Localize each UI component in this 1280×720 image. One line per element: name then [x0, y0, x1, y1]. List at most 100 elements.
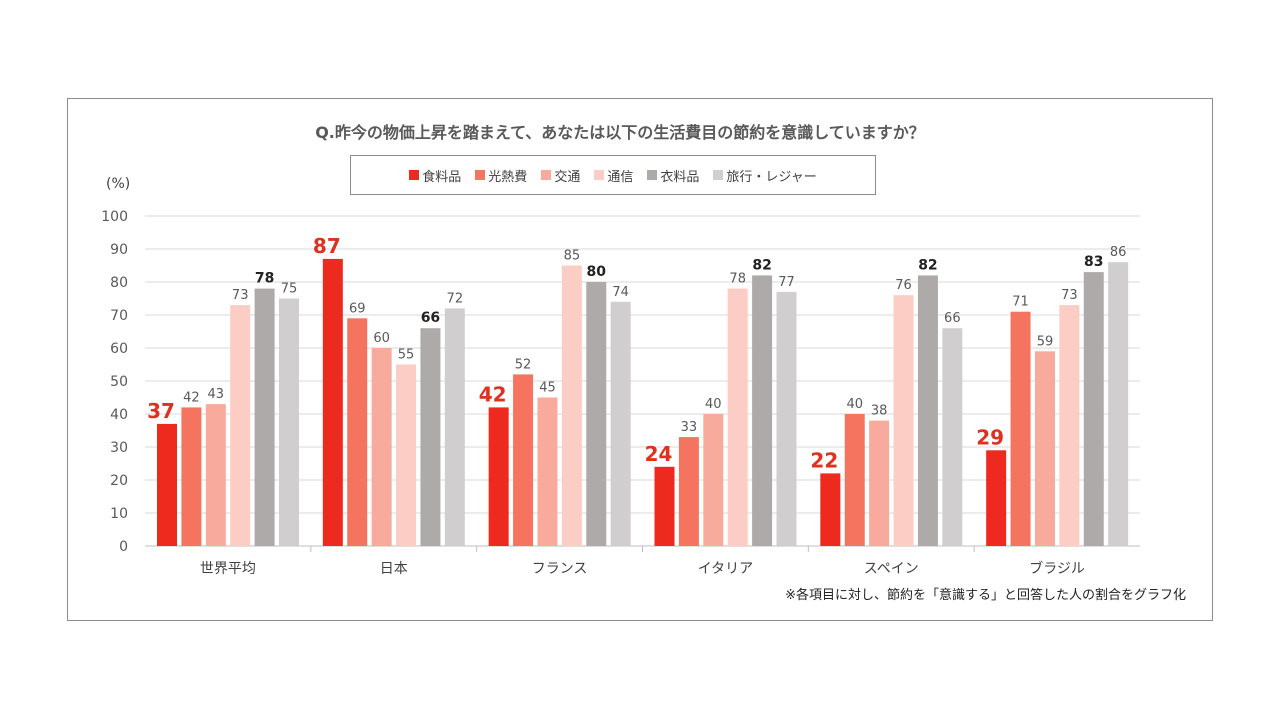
data-label: 24 — [645, 442, 673, 466]
legend-swatch — [713, 170, 724, 180]
bar — [1108, 262, 1129, 546]
bar — [420, 328, 441, 546]
legend-item: 交通 — [541, 166, 580, 185]
bar — [610, 301, 631, 546]
bar — [322, 258, 343, 546]
y-tick-label: 40 — [110, 407, 128, 423]
legend: 食料品 光熱費 交通 通信 衣料品 旅行・レジャー — [350, 155, 876, 195]
legend-swatch — [594, 170, 605, 180]
bar — [537, 397, 558, 546]
data-label: 82 — [918, 257, 937, 273]
y-tick-label: 0 — [119, 539, 128, 555]
data-label: 43 — [208, 387, 225, 402]
y-tick-label: 70 — [110, 308, 128, 324]
y-axis-unit: (%) — [106, 176, 131, 192]
data-label: 78 — [729, 272, 746, 287]
data-label: 45 — [539, 381, 556, 396]
bar — [157, 423, 177, 546]
legend-label: 旅行・レジャー — [726, 169, 817, 185]
x-tick-label: フランス — [532, 561, 588, 577]
data-label: 73 — [232, 288, 249, 303]
legend-item: 旅行・レジャー — [713, 166, 817, 185]
bar — [205, 404, 226, 546]
bar — [986, 450, 1007, 546]
data-label: 77 — [778, 275, 795, 290]
data-label: 72 — [447, 291, 464, 306]
bar — [727, 288, 748, 546]
data-label: 87 — [313, 234, 341, 258]
legend-item: 光熱費 — [475, 166, 527, 185]
x-tick-label: ブラジル — [1029, 560, 1085, 577]
bar — [513, 374, 534, 546]
x-tick-label: スペイン — [864, 561, 919, 577]
x-tick-label: 世界平均 — [200, 561, 256, 577]
chart-frame — [67, 98, 1213, 621]
bar — [371, 348, 392, 546]
data-label: 22 — [810, 448, 838, 472]
bar — [347, 318, 368, 546]
data-label: 69 — [349, 301, 366, 316]
footnote: ※各項目に対し、節約を「意識する」と回答した人の割合をグラフ化 — [785, 588, 1186, 603]
data-label: 42 — [479, 382, 507, 406]
legend-swatch — [647, 170, 658, 180]
chart-title: Q.昨今の物価上昇を踏まえて、あなたは以下の生活費目の節約を意識していますか？ — [315, 123, 925, 142]
bar — [752, 275, 773, 546]
data-label: 38 — [871, 404, 888, 419]
data-label: 75 — [281, 282, 298, 297]
y-tick-label: 50 — [110, 374, 128, 390]
data-label: 59 — [1037, 334, 1054, 349]
bar — [820, 473, 841, 546]
data-label: 60 — [373, 331, 390, 346]
legend-label: 光熱費 — [488, 169, 528, 185]
data-label: 66 — [944, 311, 961, 326]
bar — [1034, 351, 1055, 546]
data-label: 74 — [612, 285, 629, 300]
bar — [1010, 311, 1031, 546]
data-label: 40 — [705, 397, 722, 412]
data-label: 52 — [515, 357, 532, 372]
data-label: 40 — [846, 397, 863, 412]
bar — [917, 275, 938, 546]
data-label: 86 — [1110, 245, 1127, 260]
data-label: 42 — [183, 390, 200, 405]
legend-item: 通信 — [594, 166, 633, 185]
data-label: 85 — [564, 249, 581, 264]
bar — [230, 305, 251, 546]
legend-label: 衣料品 — [660, 169, 700, 185]
bar — [893, 295, 914, 546]
bar — [396, 364, 417, 546]
y-tick-label: 80 — [110, 275, 128, 291]
bar — [561, 265, 582, 546]
data-label: 71 — [1012, 295, 1029, 310]
bar — [444, 308, 465, 546]
y-tick-label: 10 — [110, 506, 128, 522]
legend-item: 食料品 — [409, 166, 461, 185]
x-tick-label: 日本 — [380, 561, 408, 577]
bar — [279, 298, 299, 546]
legend-label: 食料品 — [422, 169, 462, 185]
data-label: 55 — [398, 348, 415, 363]
bar — [586, 282, 607, 546]
bar — [942, 328, 963, 546]
legend-label: 交通 — [554, 169, 581, 185]
legend-swatch — [541, 170, 552, 180]
data-label: 33 — [681, 420, 698, 435]
data-label: 76 — [895, 278, 912, 293]
bar — [703, 414, 724, 546]
data-label: 78 — [255, 271, 274, 287]
y-tick-label: 60 — [110, 341, 128, 357]
bar — [654, 466, 675, 546]
bar — [488, 407, 509, 546]
y-tick-label: 20 — [110, 473, 128, 489]
bar — [844, 414, 865, 546]
y-tick-label: 90 — [110, 242, 128, 258]
bar — [869, 420, 890, 546]
data-label: 37 — [147, 399, 175, 423]
data-label: 82 — [752, 257, 771, 273]
y-tick-label: 30 — [110, 440, 128, 456]
data-label: 80 — [587, 264, 607, 280]
legend-swatch — [409, 170, 420, 180]
bar — [1083, 272, 1104, 546]
bar — [1059, 305, 1080, 546]
